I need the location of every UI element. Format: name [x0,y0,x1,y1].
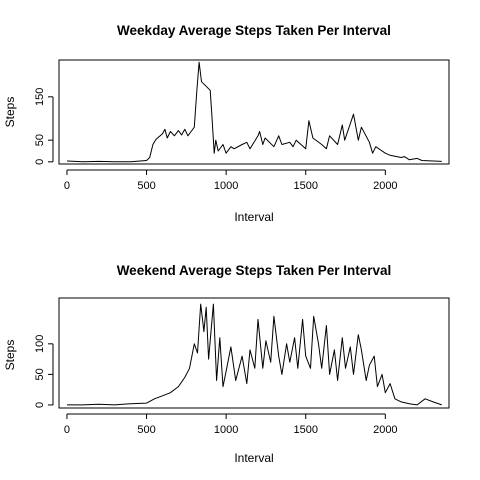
weekend-steps-line [67,303,442,406]
weekend-x-axis: 0 500 1000 1500 2000 [64,413,398,436]
weekday-x-tick-label: 500 [137,180,155,192]
weekday-x-axis: 0 500 1000 1500 2000 [64,169,398,192]
weekend-plot-frame [58,297,450,409]
weekday-steps-line [66,61,442,163]
weekday-y-tick-label: 50 [34,134,46,146]
weekday-panel: Weekday Average Steps Taken Per Interval… [3,23,450,224]
weekday-x-tick-label: 0 [64,180,70,192]
weekend-y-axis: 0 50 100 [34,335,54,408]
weekday-y-tick-label: 150 [34,88,46,106]
weekday-y-axis-label: Steps [3,97,17,128]
weekend-x-tick-label: 0 [64,424,70,436]
weekday-chart-title: Weekday Average Steps Taken Per Interval [117,23,391,38]
weekend-chart-title: Weekend Average Steps Taken Per Interval [117,263,392,278]
weekday-y-tick-label: 0 [34,159,46,165]
weekend-y-axis-label: Steps [3,340,17,371]
weekend-y-tick-label: 50 [34,368,46,380]
weekend-y-tick-label: 0 [34,402,46,408]
weekend-x-tick-label: 500 [137,424,155,436]
weekday-x-axis-label: Interval [234,210,273,224]
weekend-x-tick-label: 1000 [214,424,238,436]
weekday-x-tick-label: 2000 [373,180,397,192]
weekday-plot-frame [58,59,450,165]
weekend-y-tick-label: 100 [34,335,46,353]
weekend-x-tick-label: 1500 [293,424,317,436]
weekday-y-axis: 0 50 150 [34,88,54,165]
weekday-x-tick-label: 1500 [293,180,317,192]
weekend-x-axis-label: Interval [234,451,273,465]
weekend-x-tick-label: 2000 [373,424,397,436]
weekday-x-tick-label: 1000 [214,180,238,192]
weekend-panel: Weekend Average Steps Taken Per Interval… [3,263,450,465]
